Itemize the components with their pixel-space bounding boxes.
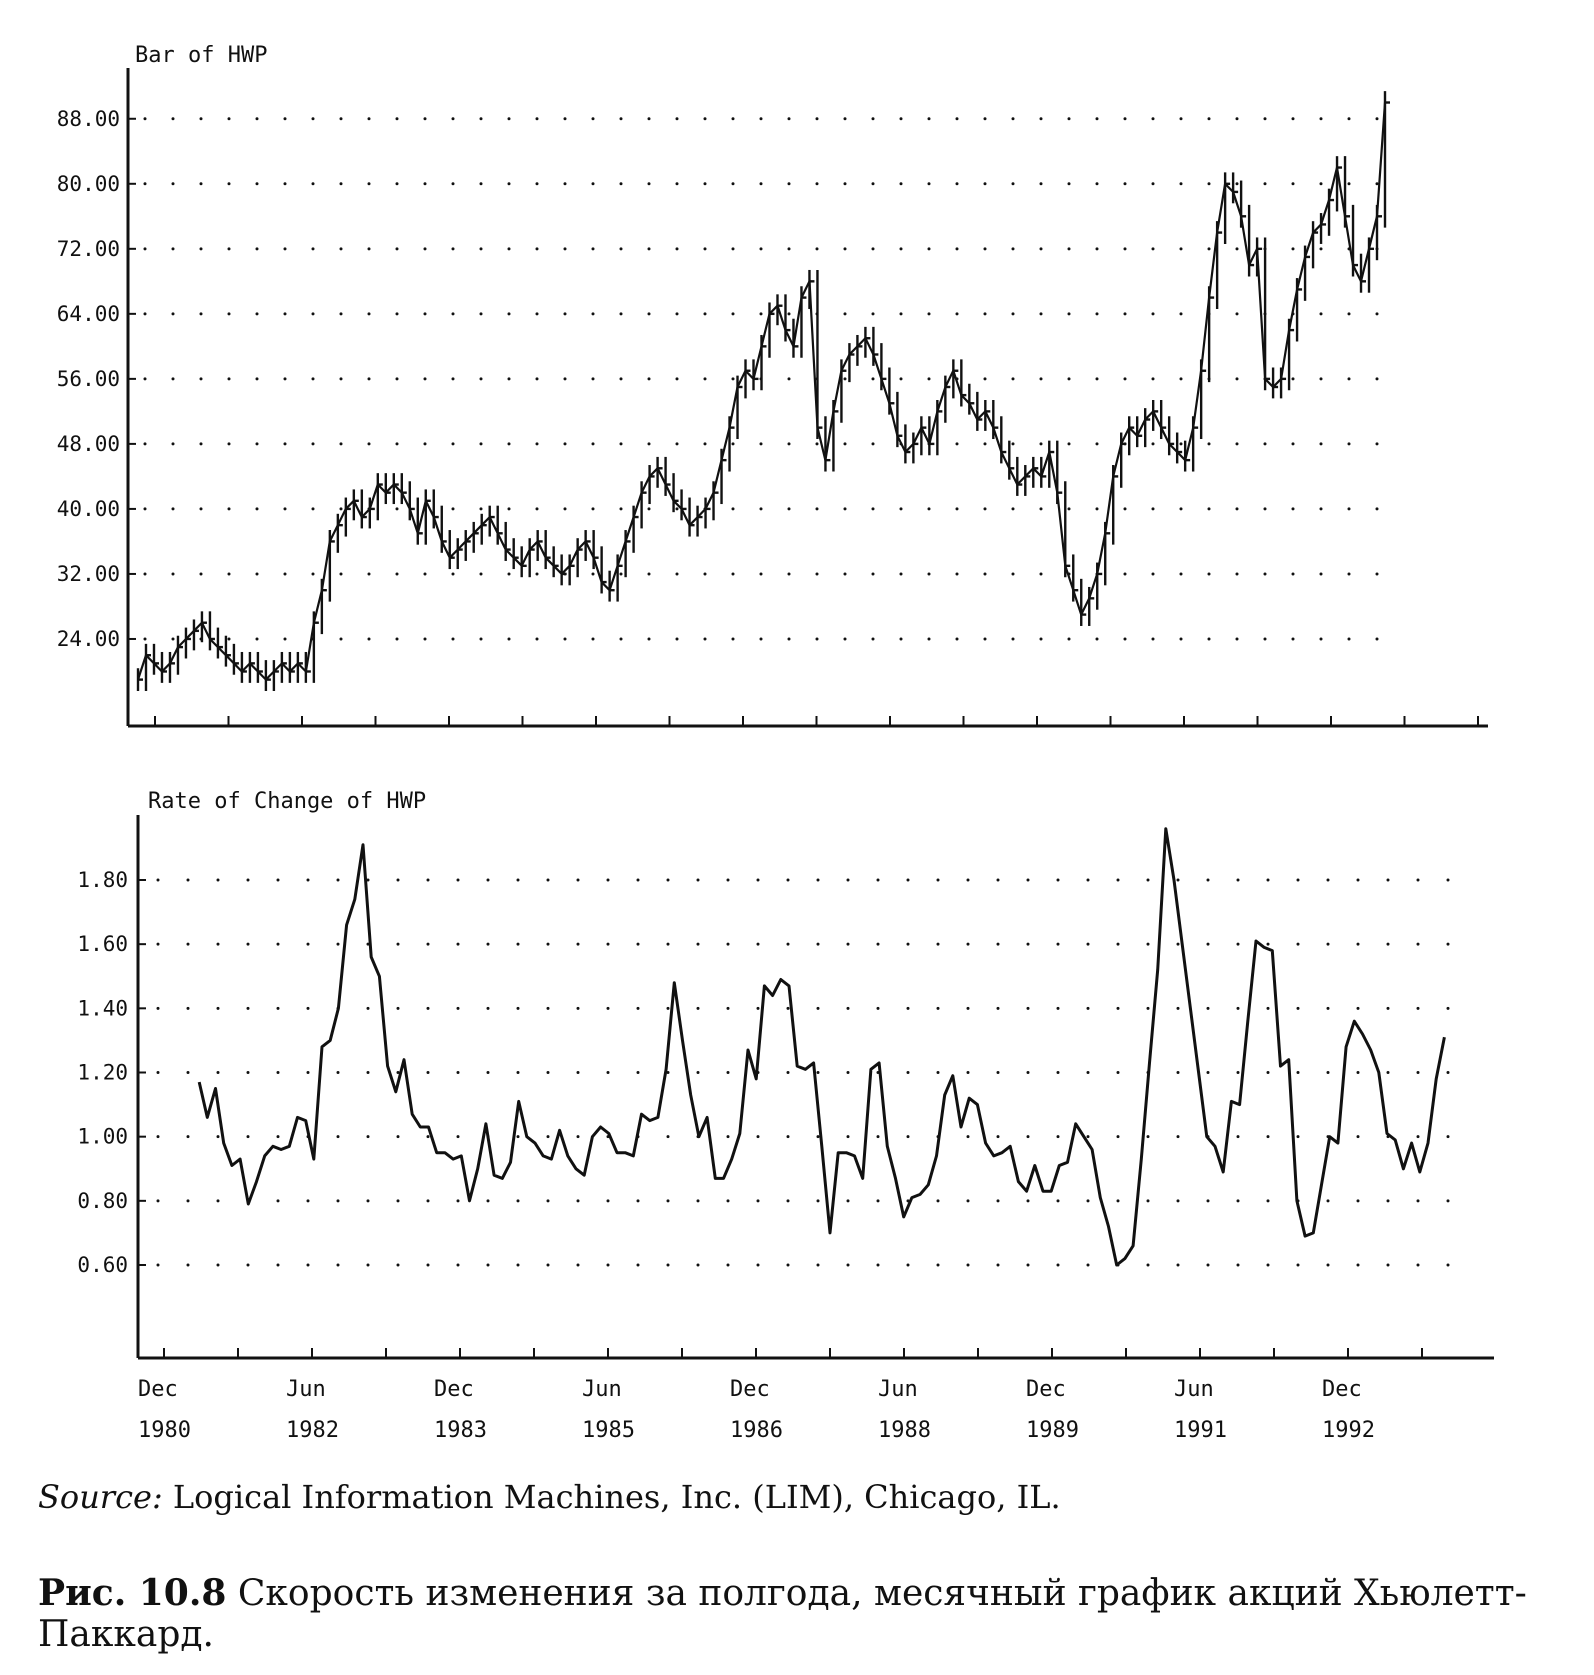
price-y-tick-label: 40.00	[57, 497, 120, 521]
roc-x-tick-year: 1983	[434, 1418, 487, 1443]
price-y-axis-ticks: 24.00 32.00 40.00 48.00 56.00 64.00 72.00 80.00…	[57, 107, 136, 651]
roc-x-tick-month: Dec	[138, 1377, 178, 1402]
roc-x-tick-month: Dec	[1026, 1377, 1066, 1402]
roc-x-tick-year: 1982	[286, 1418, 339, 1443]
price-grid	[143, 117, 1402, 641]
roc-grid	[156, 878, 1452, 1267]
roc-x-tick-year: 1986	[730, 1418, 783, 1443]
price-bar-chart: Bar of HWP 24.00 32.00 40.00 48.00 56.00 64.0…	[57, 43, 1488, 728]
caption-number: Рис. 10.8	[38, 1572, 227, 1614]
caption-text: Скорость изменения за полгода, месячный …	[38, 1573, 1527, 1655]
roc-x-tick-month: Jun	[878, 1377, 918, 1402]
roc-y-tick-label: 1.20	[77, 1061, 128, 1085]
roc-x-axis-ticks	[163, 1348, 1423, 1358]
roc-y-tick-label: 0.60	[77, 1253, 128, 1277]
price-chart-title: Bar of HWP	[135, 43, 267, 68]
price-bars	[136, 91, 1390, 691]
roc-line	[197, 827, 1446, 1267]
roc-x-axis-labels: Dec 1980 Jun 1982 Dec 1983 Jun 1985 Dec 1986 Jun 19…	[138, 1377, 1375, 1443]
roc-y-axis-ticks: 0.60 0.80 1.00 1.20 1.40 1.60 1.80	[77, 868, 146, 1277]
source-label: Source:	[38, 1478, 163, 1516]
source-note: Source: Logical Information Machines, In…	[38, 1478, 1061, 1516]
rate-of-change-chart: Rate of Change of HWP 0.60 0.80 1.00 1.20 1.…	[77, 789, 1494, 1443]
roc-x-tick-month: Jun	[582, 1377, 622, 1402]
roc-x-tick-year: 1989	[1026, 1418, 1079, 1443]
price-x-axis-ticks	[154, 716, 1479, 726]
roc-x-tick-year: 1992	[1322, 1418, 1375, 1443]
price-y-tick-label: 56.00	[57, 367, 120, 391]
price-y-tick-label: 88.00	[57, 107, 120, 131]
roc-x-tick-month: Dec	[434, 1377, 474, 1402]
roc-series	[197, 827, 1446, 1267]
roc-y-tick-label: 1.80	[77, 868, 128, 892]
figure: Bar of HWP 24.00 32.00 40.00 48.00 56.00 64.0…	[57, 43, 1494, 1443]
price-y-tick-label: 64.00	[57, 302, 120, 326]
roc-x-tick-year: 1980	[138, 1418, 191, 1443]
price-close-steps	[136, 102, 1387, 682]
roc-y-tick-label: 1.40	[77, 996, 128, 1020]
roc-x-tick-year: 1988	[878, 1418, 931, 1443]
roc-x-tick-month: Jun	[1174, 1377, 1214, 1402]
price-y-tick-label: 80.00	[57, 172, 120, 196]
price-y-tick-label: 72.00	[57, 237, 120, 261]
roc-x-tick-year: 1985	[582, 1418, 635, 1443]
roc-y-tick-label: 1.00	[77, 1125, 128, 1149]
roc-chart-title: Rate of Change of HWP	[148, 789, 426, 814]
price-y-tick-label: 48.00	[57, 432, 120, 456]
roc-x-tick-month: Dec	[730, 1377, 770, 1402]
roc-x-tick-month: Dec	[1322, 1377, 1362, 1402]
source-text: Logical Information Machines, Inc. (LIM)…	[172, 1478, 1061, 1516]
roc-y-tick-label: 0.80	[77, 1189, 128, 1213]
roc-x-tick-year: 1991	[1174, 1418, 1227, 1443]
figure-caption: Рис. 10.8 Скорость изменения за полгода,…	[38, 1572, 1594, 1655]
roc-y-tick-label: 1.60	[77, 932, 128, 956]
price-y-tick-label: 32.00	[57, 562, 120, 586]
price-y-tick-label: 24.00	[57, 627, 120, 651]
roc-x-tick-month: Jun	[286, 1377, 326, 1402]
